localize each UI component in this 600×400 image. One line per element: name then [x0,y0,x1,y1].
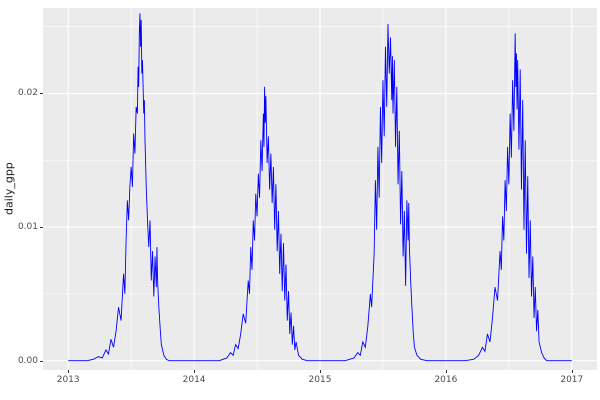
x-tick-label: 2013 [56,375,80,385]
y-tick-mark [40,227,43,229]
y-tick-mark [40,93,43,95]
x-tick-mark [194,370,196,373]
y-axis-title: daily_gpp [2,162,16,216]
x-tick-mark [445,370,447,373]
gpp-line-series [68,13,572,362]
x-tick-mark [68,370,70,373]
x-tick-label: 2015 [308,375,332,385]
x-tick-mark [320,370,321,373]
y-tick-label: 0.02 [17,88,38,99]
x-tick-mark [571,370,573,373]
y-tick-label: 0.01 [17,222,38,233]
plot-svg [43,8,597,370]
x-tick-label: 2016 [434,375,458,385]
y-tick-mark [40,360,43,362]
y-tick-label: 0.00 [17,355,38,366]
x-tick-label: 2014 [182,375,206,385]
x-tick-label: 2017 [560,375,584,385]
plot-panel [43,8,597,370]
